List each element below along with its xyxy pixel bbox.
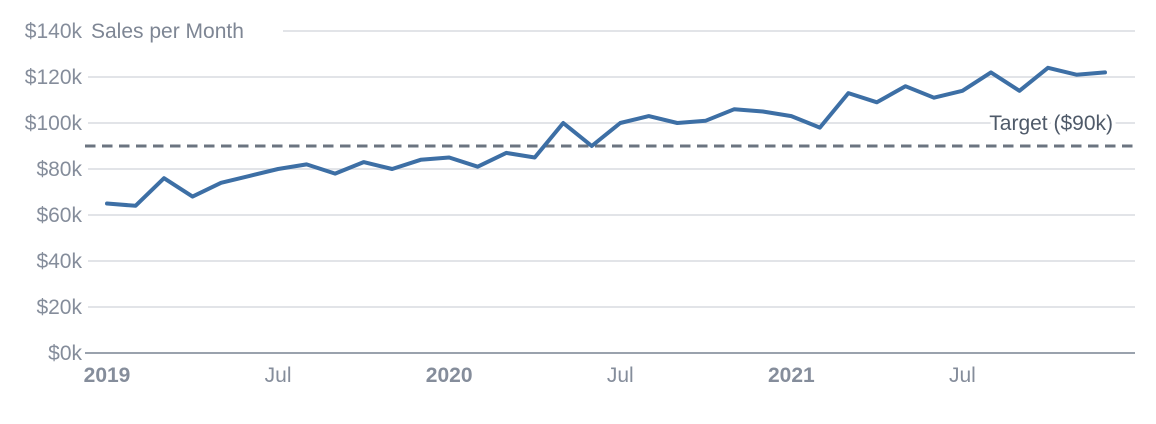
x-tick-label: 2019 bbox=[84, 364, 131, 387]
x-tick-label: Jul bbox=[265, 364, 292, 387]
chart-title: Sales per Month bbox=[91, 20, 244, 43]
y-tick-label: $60k bbox=[36, 204, 82, 227]
x-axis-labels-group: 2019 Jul 2020 Jul 2021 Jul bbox=[84, 364, 976, 387]
x-tick-label: 2021 bbox=[768, 364, 815, 387]
gridlines-group bbox=[85, 30, 1135, 354]
y-tick-label: $80k bbox=[36, 158, 82, 181]
y-tick-label: $40k bbox=[36, 250, 82, 273]
sales-line bbox=[105, 65, 1107, 208]
y-tick-label: $120k bbox=[25, 66, 83, 89]
series-group bbox=[105, 65, 1107, 208]
target-line-label: Target ($90k) bbox=[989, 112, 1113, 135]
x-tick-label: 2020 bbox=[426, 364, 473, 387]
y-tick-label: $140k bbox=[25, 20, 83, 43]
x-tick-label: Jul bbox=[607, 364, 634, 387]
y-axis-labels-group: $0k $20k $40k $60k $80k $100k $120k $140k bbox=[25, 20, 83, 365]
y-tick-label: $0k bbox=[48, 342, 82, 365]
x-tick-label: Jul bbox=[949, 364, 976, 387]
y-tick-label: $20k bbox=[36, 296, 82, 319]
y-tick-label: $100k bbox=[25, 112, 83, 135]
